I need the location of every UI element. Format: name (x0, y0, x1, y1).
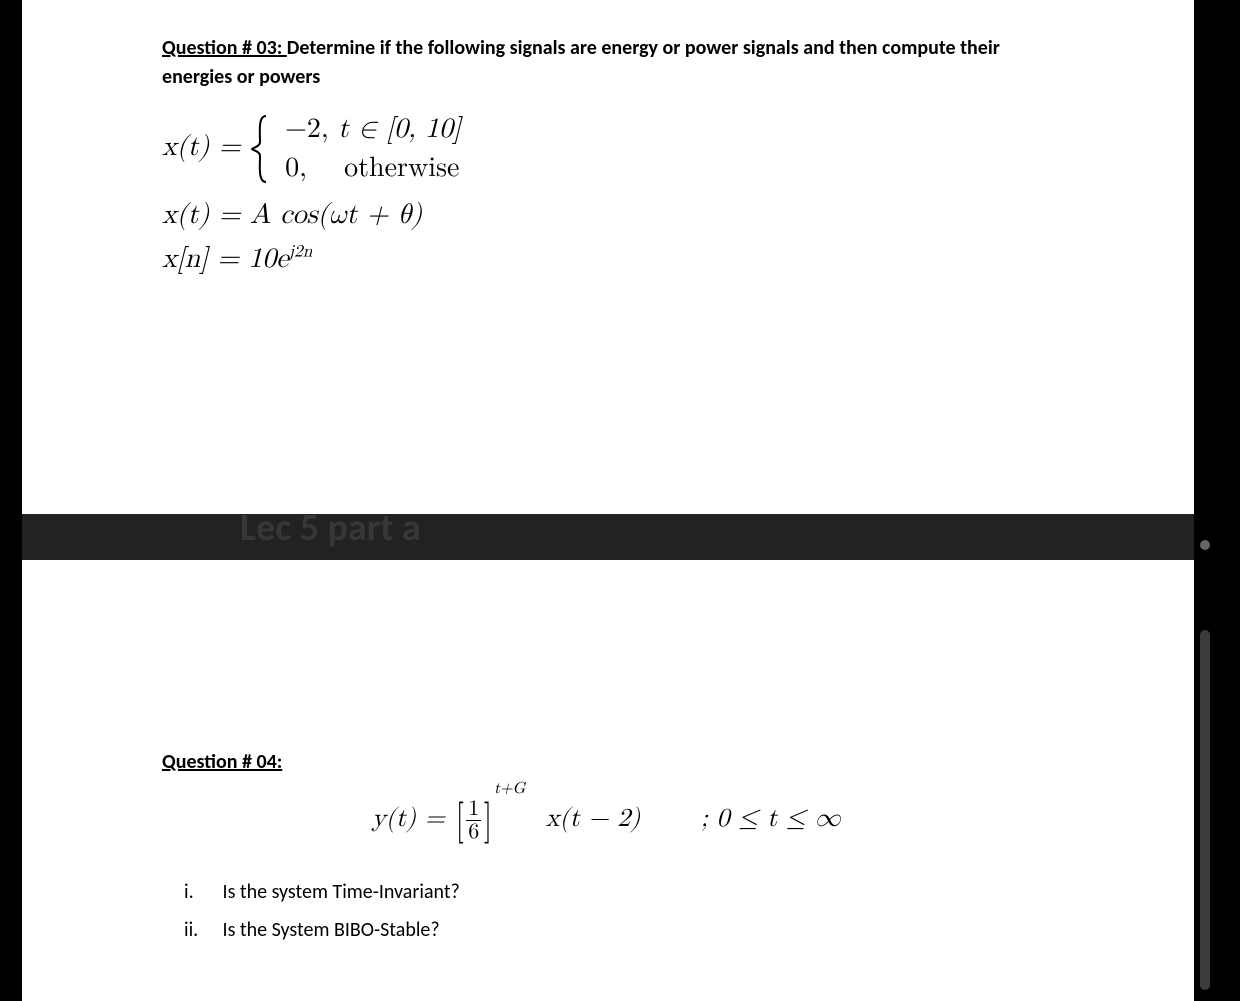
list-text: Is the System BIBO-Stable? (223, 918, 440, 942)
eq-rhs: x(t − 2) (546, 806, 641, 832)
document-panel-bottom: Question # 04: y(t) = [16] t+G x(t − 2) … (22, 560, 1194, 1001)
scrollbar[interactable] (1200, 630, 1210, 990)
question-4-subparts: i. Is the system Time-Invariant? ii. Is … (162, 873, 1054, 949)
question-4-equation: y(t) = [16] t+G x(t − 2) ; 0 ≤ t ≤ ∞ (162, 798, 1054, 843)
question-3-block: Question # 03: Determine if the followin… (22, 0, 1194, 280)
question-3-prompt: Determine if the following signals are e… (162, 36, 1000, 89)
signal-1-piece-1: −2, t ∈ [0, 10] (285, 110, 461, 149)
eq-frac-den: 6 (466, 821, 481, 843)
signal-3-base: x[n] = 10e (162, 245, 289, 273)
signal-3-exponent: j2n (289, 244, 313, 261)
signal-1-lhs: x(t) = (162, 133, 250, 161)
eq-frac-num: 1 (466, 798, 481, 821)
list-text: Is the system Time-Invariant? (223, 880, 460, 904)
signal-3: x[n] = 10ej2n (162, 238, 1054, 280)
signal-1-pieces: −2, t ∈ [0, 10] 0, otherwise (285, 110, 461, 188)
eq-exponent: t+G (494, 780, 525, 799)
eq-bracket-fraction: [16] t+G (454, 798, 494, 843)
signal-1-piece-2: 0, otherwise (285, 149, 461, 188)
overlay-dot-icon (1200, 540, 1210, 550)
list-marker: ii. (184, 911, 218, 949)
overlay-title: Lec 5 part a (240, 505, 421, 551)
piece-2-value: 0, (285, 154, 307, 182)
question-3-label: Question # 03: (162, 36, 287, 60)
list-item: ii. Is the System BIBO-Stable? (184, 911, 1054, 949)
outer-frame: Question # 03: Determine if the followin… (0, 0, 1240, 1001)
signal-1: x(t) = −2, t ∈ [0, 10] 0, otherwise (162, 110, 1054, 188)
signal-2: x(t) = A cos(ωt + θ) (162, 194, 1054, 236)
piece-1-cond: t ∈ [0, 10] (338, 115, 461, 143)
piece-2-cond: otherwise (344, 154, 459, 182)
list-item: i. Is the system Time-Invariant? (184, 873, 1054, 911)
document-panel-top: Question # 03: Determine if the followin… (22, 0, 1194, 514)
question-4-label: Question # 04: (162, 750, 1054, 774)
left-brace-icon (250, 114, 272, 184)
eq-domain: ; 0 ≤ t ≤ ∞ (701, 806, 841, 832)
eq-lhs: y(t) = (372, 806, 454, 832)
question-4-block: Question # 04: y(t) = [16] t+G x(t − 2) … (22, 560, 1194, 949)
question-3-signals: x(t) = −2, t ∈ [0, 10] 0, otherwise (162, 110, 1054, 280)
question-3-heading: Question # 03: Determine if the followin… (162, 34, 1054, 92)
list-marker: i. (184, 873, 218, 911)
piece-1-value: −2, (285, 115, 329, 143)
eq-fraction: 16 (466, 798, 481, 843)
